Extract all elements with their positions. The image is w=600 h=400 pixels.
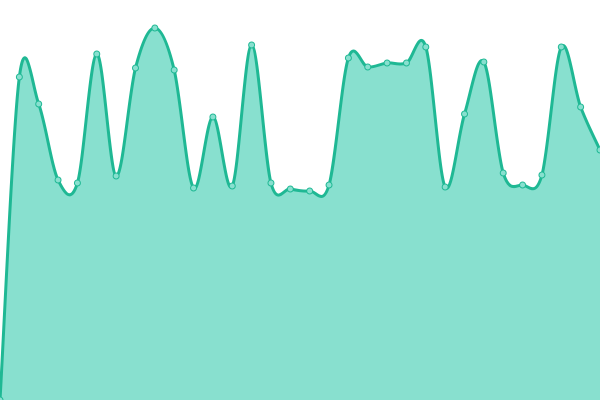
point — [383, 59, 391, 67]
point — [499, 169, 507, 177]
line — [0, 26, 600, 400]
point — [131, 64, 139, 72]
point — [54, 176, 62, 184]
point — [0, 396, 4, 400]
point — [577, 103, 585, 111]
point — [112, 172, 120, 180]
point — [228, 182, 236, 190]
point — [170, 66, 178, 74]
point — [267, 179, 275, 187]
point — [15, 73, 23, 81]
point — [286, 185, 294, 193]
point — [73, 179, 81, 187]
point — [422, 43, 430, 51]
point — [248, 41, 256, 49]
point — [402, 59, 410, 67]
point — [209, 113, 217, 121]
point — [538, 171, 546, 179]
point — [364, 63, 372, 71]
area — [0, 27, 600, 400]
point — [325, 181, 333, 189]
point — [557, 43, 565, 51]
point — [93, 50, 101, 58]
point — [519, 181, 527, 189]
point — [35, 100, 43, 108]
point — [151, 24, 159, 32]
point — [190, 184, 198, 192]
point — [441, 183, 449, 191]
point — [344, 54, 352, 62]
point — [306, 187, 314, 195]
point — [596, 146, 600, 154]
point — [461, 110, 469, 118]
point — [480, 58, 488, 66]
